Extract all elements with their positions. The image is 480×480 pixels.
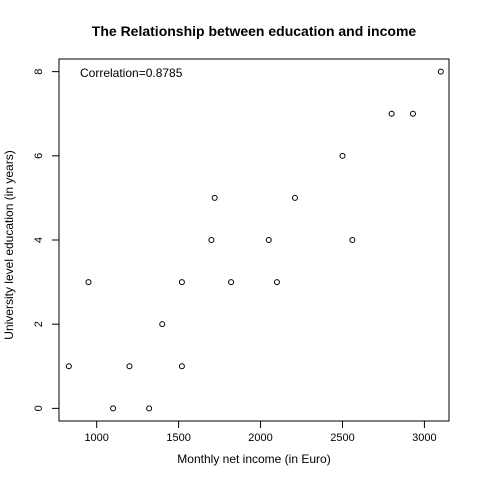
y-tick-label: 8: [33, 69, 45, 75]
data-point: [208, 237, 215, 243]
correlation-annotation: Correlation=0.8785: [80, 66, 183, 80]
x-tick-label: 2000: [248, 432, 272, 444]
data-point: [228, 279, 235, 286]
data-point: [126, 363, 133, 370]
data-point: [339, 152, 346, 159]
data-point: [65, 363, 72, 370]
data-point: [349, 237, 356, 243]
data-points: [65, 68, 444, 412]
y-tick-label: 0: [33, 405, 45, 411]
data-point: [388, 110, 395, 117]
x-tick-label: 3000: [412, 432, 436, 444]
plot-frame: [58, 58, 450, 422]
data-point: [211, 194, 218, 201]
x-axis: 1000 1500 2000 2500 3000: [84, 421, 437, 444]
x-axis-label: Monthly net income (in Euro): [177, 452, 330, 466]
y-axis: 0 2 4 6 8: [33, 69, 59, 411]
data-point: [273, 279, 280, 286]
chart-title: The Relationship between education and i…: [92, 23, 417, 39]
data-point: [159, 321, 166, 328]
data-point: [178, 363, 185, 370]
data-point: [291, 194, 298, 201]
data-point: [146, 405, 153, 412]
x-tick-label: 1000: [84, 432, 108, 444]
x-tick-label: 2500: [330, 432, 354, 444]
data-point: [85, 279, 92, 286]
y-axis-label: University level education (in years): [2, 150, 16, 339]
y-tick-label: 6: [33, 153, 45, 159]
data-point: [437, 68, 444, 75]
y-tick-label: 4: [33, 237, 45, 243]
data-point: [178, 279, 185, 286]
x-tick-label: 1500: [166, 432, 190, 444]
data-point: [110, 405, 117, 412]
y-tick-label: 2: [33, 321, 45, 327]
data-point: [409, 110, 416, 117]
data-point: [265, 237, 272, 243]
